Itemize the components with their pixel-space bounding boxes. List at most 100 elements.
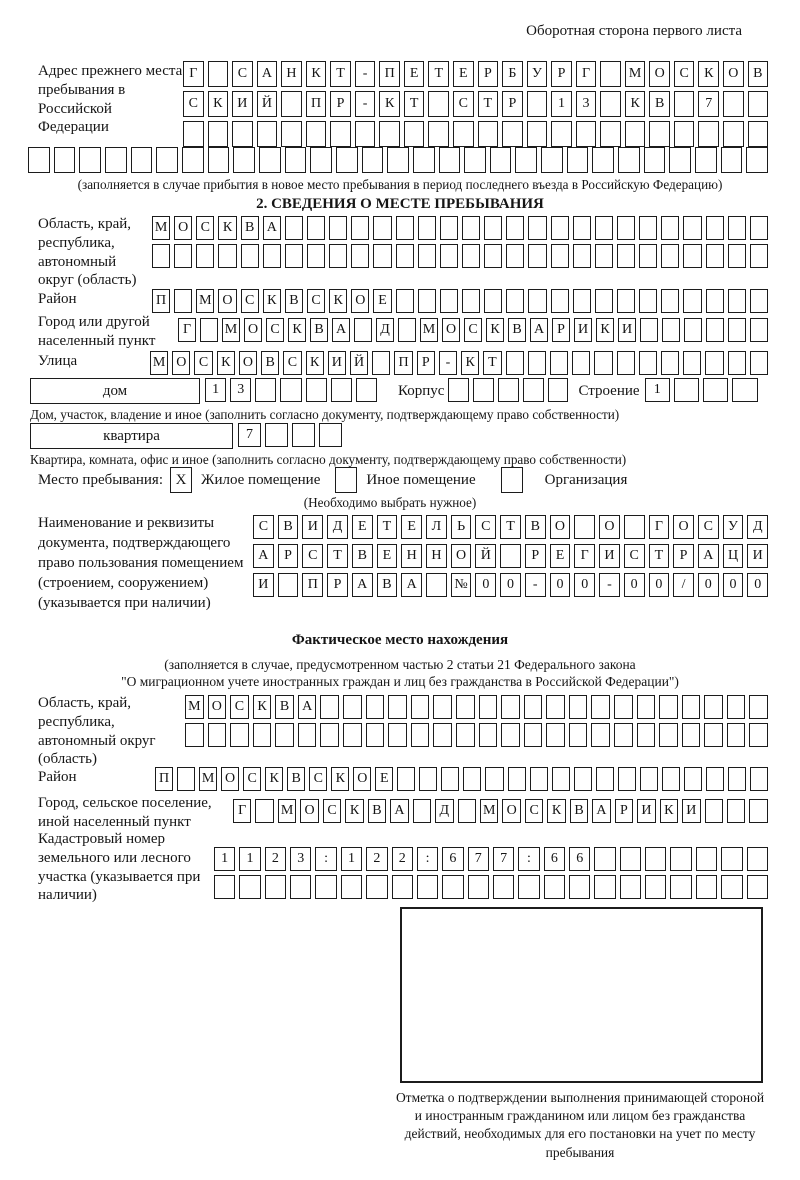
char-cell: 7 (492, 847, 515, 871)
char-cell: В (275, 695, 294, 719)
char-cell (750, 318, 768, 342)
char-cell (727, 216, 746, 240)
char-cell (749, 799, 768, 823)
char-cell (515, 147, 538, 173)
char-cell (568, 723, 588, 747)
char-cell: П (152, 289, 171, 313)
char-cell (252, 723, 272, 747)
char-grid-row: 7 (238, 423, 342, 447)
char-cell (433, 695, 452, 719)
char-cell (683, 351, 702, 375)
char-grid-row (185, 723, 769, 747)
char-cell (572, 216, 591, 240)
char-cell (705, 216, 724, 240)
char-cell (398, 318, 416, 342)
char-cell: Г (575, 61, 597, 87)
char-cell: К (624, 91, 646, 117)
char-cell (256, 121, 278, 147)
char-cell: : (416, 847, 439, 871)
char-cell: Р (327, 573, 348, 597)
char-cell (365, 723, 385, 747)
char-cell (489, 147, 512, 173)
char-cell: 0 (697, 573, 719, 597)
char-cell: О (442, 318, 460, 342)
char-cell (594, 244, 613, 268)
char-cell: В (376, 573, 398, 597)
char-cell: С (240, 289, 259, 313)
char-cell: С (243, 767, 262, 791)
char-cell (388, 723, 407, 747)
char-cell (591, 695, 610, 719)
char-cell (704, 799, 723, 823)
char-cell: И (747, 544, 769, 568)
char-cell: Й (475, 544, 497, 568)
char-cell (315, 875, 337, 899)
char-cell (624, 121, 646, 147)
char-cell: / (673, 573, 694, 597)
char-cell (550, 244, 569, 268)
char-cell (478, 723, 498, 747)
char-cell (464, 147, 486, 173)
section2-title: 2. СВЕДЕНИЯ О МЕСТЕ ПРЕБЫВАНИЯ (256, 196, 544, 212)
char-cell (526, 91, 548, 117)
korpus-label: Корпус (398, 383, 445, 399)
char-cell (551, 767, 570, 791)
char-cell (365, 695, 385, 719)
kadastr-label: Кадастровый номер земельного или лесного… (38, 831, 201, 904)
char-cell (683, 289, 702, 313)
char-cell (200, 318, 218, 342)
char-cell (280, 378, 302, 402)
char-cell (541, 147, 563, 173)
char-cell: О (174, 216, 193, 240)
char-cell (600, 61, 621, 87)
char-cell: И (327, 351, 346, 375)
char-cell (683, 244, 702, 268)
char-cell: С (697, 515, 719, 539)
char-cell (455, 695, 475, 719)
char-cell (594, 847, 616, 871)
char-cell: М (196, 289, 215, 313)
char-cell (569, 875, 591, 899)
char-cell (395, 244, 414, 268)
char-cell: 6 (569, 847, 591, 871)
char-cell: Р (552, 318, 570, 342)
char-cell: Д (747, 515, 769, 539)
char-cell (181, 147, 204, 173)
char-cell: К (486, 318, 504, 342)
char-cell: П (379, 61, 400, 87)
char-cell (723, 91, 744, 117)
char-cell (28, 147, 50, 173)
char-cell (639, 216, 658, 240)
char-grid-row (28, 147, 769, 173)
char-cell (616, 351, 635, 375)
char-cell: П (302, 573, 324, 597)
char-cell (463, 767, 482, 791)
char-cell (104, 147, 127, 173)
char-cell (528, 289, 547, 313)
char-cell: С (623, 544, 645, 568)
char-cell (523, 695, 543, 719)
char-cell: О (673, 515, 694, 539)
char-cell (728, 318, 746, 342)
char-cell (501, 723, 520, 747)
char-cell: В (351, 544, 373, 568)
char-cell: М (222, 318, 240, 342)
char-cell (461, 244, 481, 268)
char-cell: С (283, 351, 302, 375)
char-cell (726, 723, 746, 747)
char-cell: 1 (551, 91, 572, 117)
char-cell: К (305, 61, 327, 87)
char-cell (255, 799, 274, 823)
char-cell: М (152, 216, 171, 240)
char-cell: Р (524, 544, 546, 568)
char-cell: Б (502, 61, 523, 87)
char-cell (388, 695, 407, 719)
char-cell (506, 289, 525, 313)
char-cell: К (262, 289, 281, 313)
char-cell: М (150, 351, 169, 375)
